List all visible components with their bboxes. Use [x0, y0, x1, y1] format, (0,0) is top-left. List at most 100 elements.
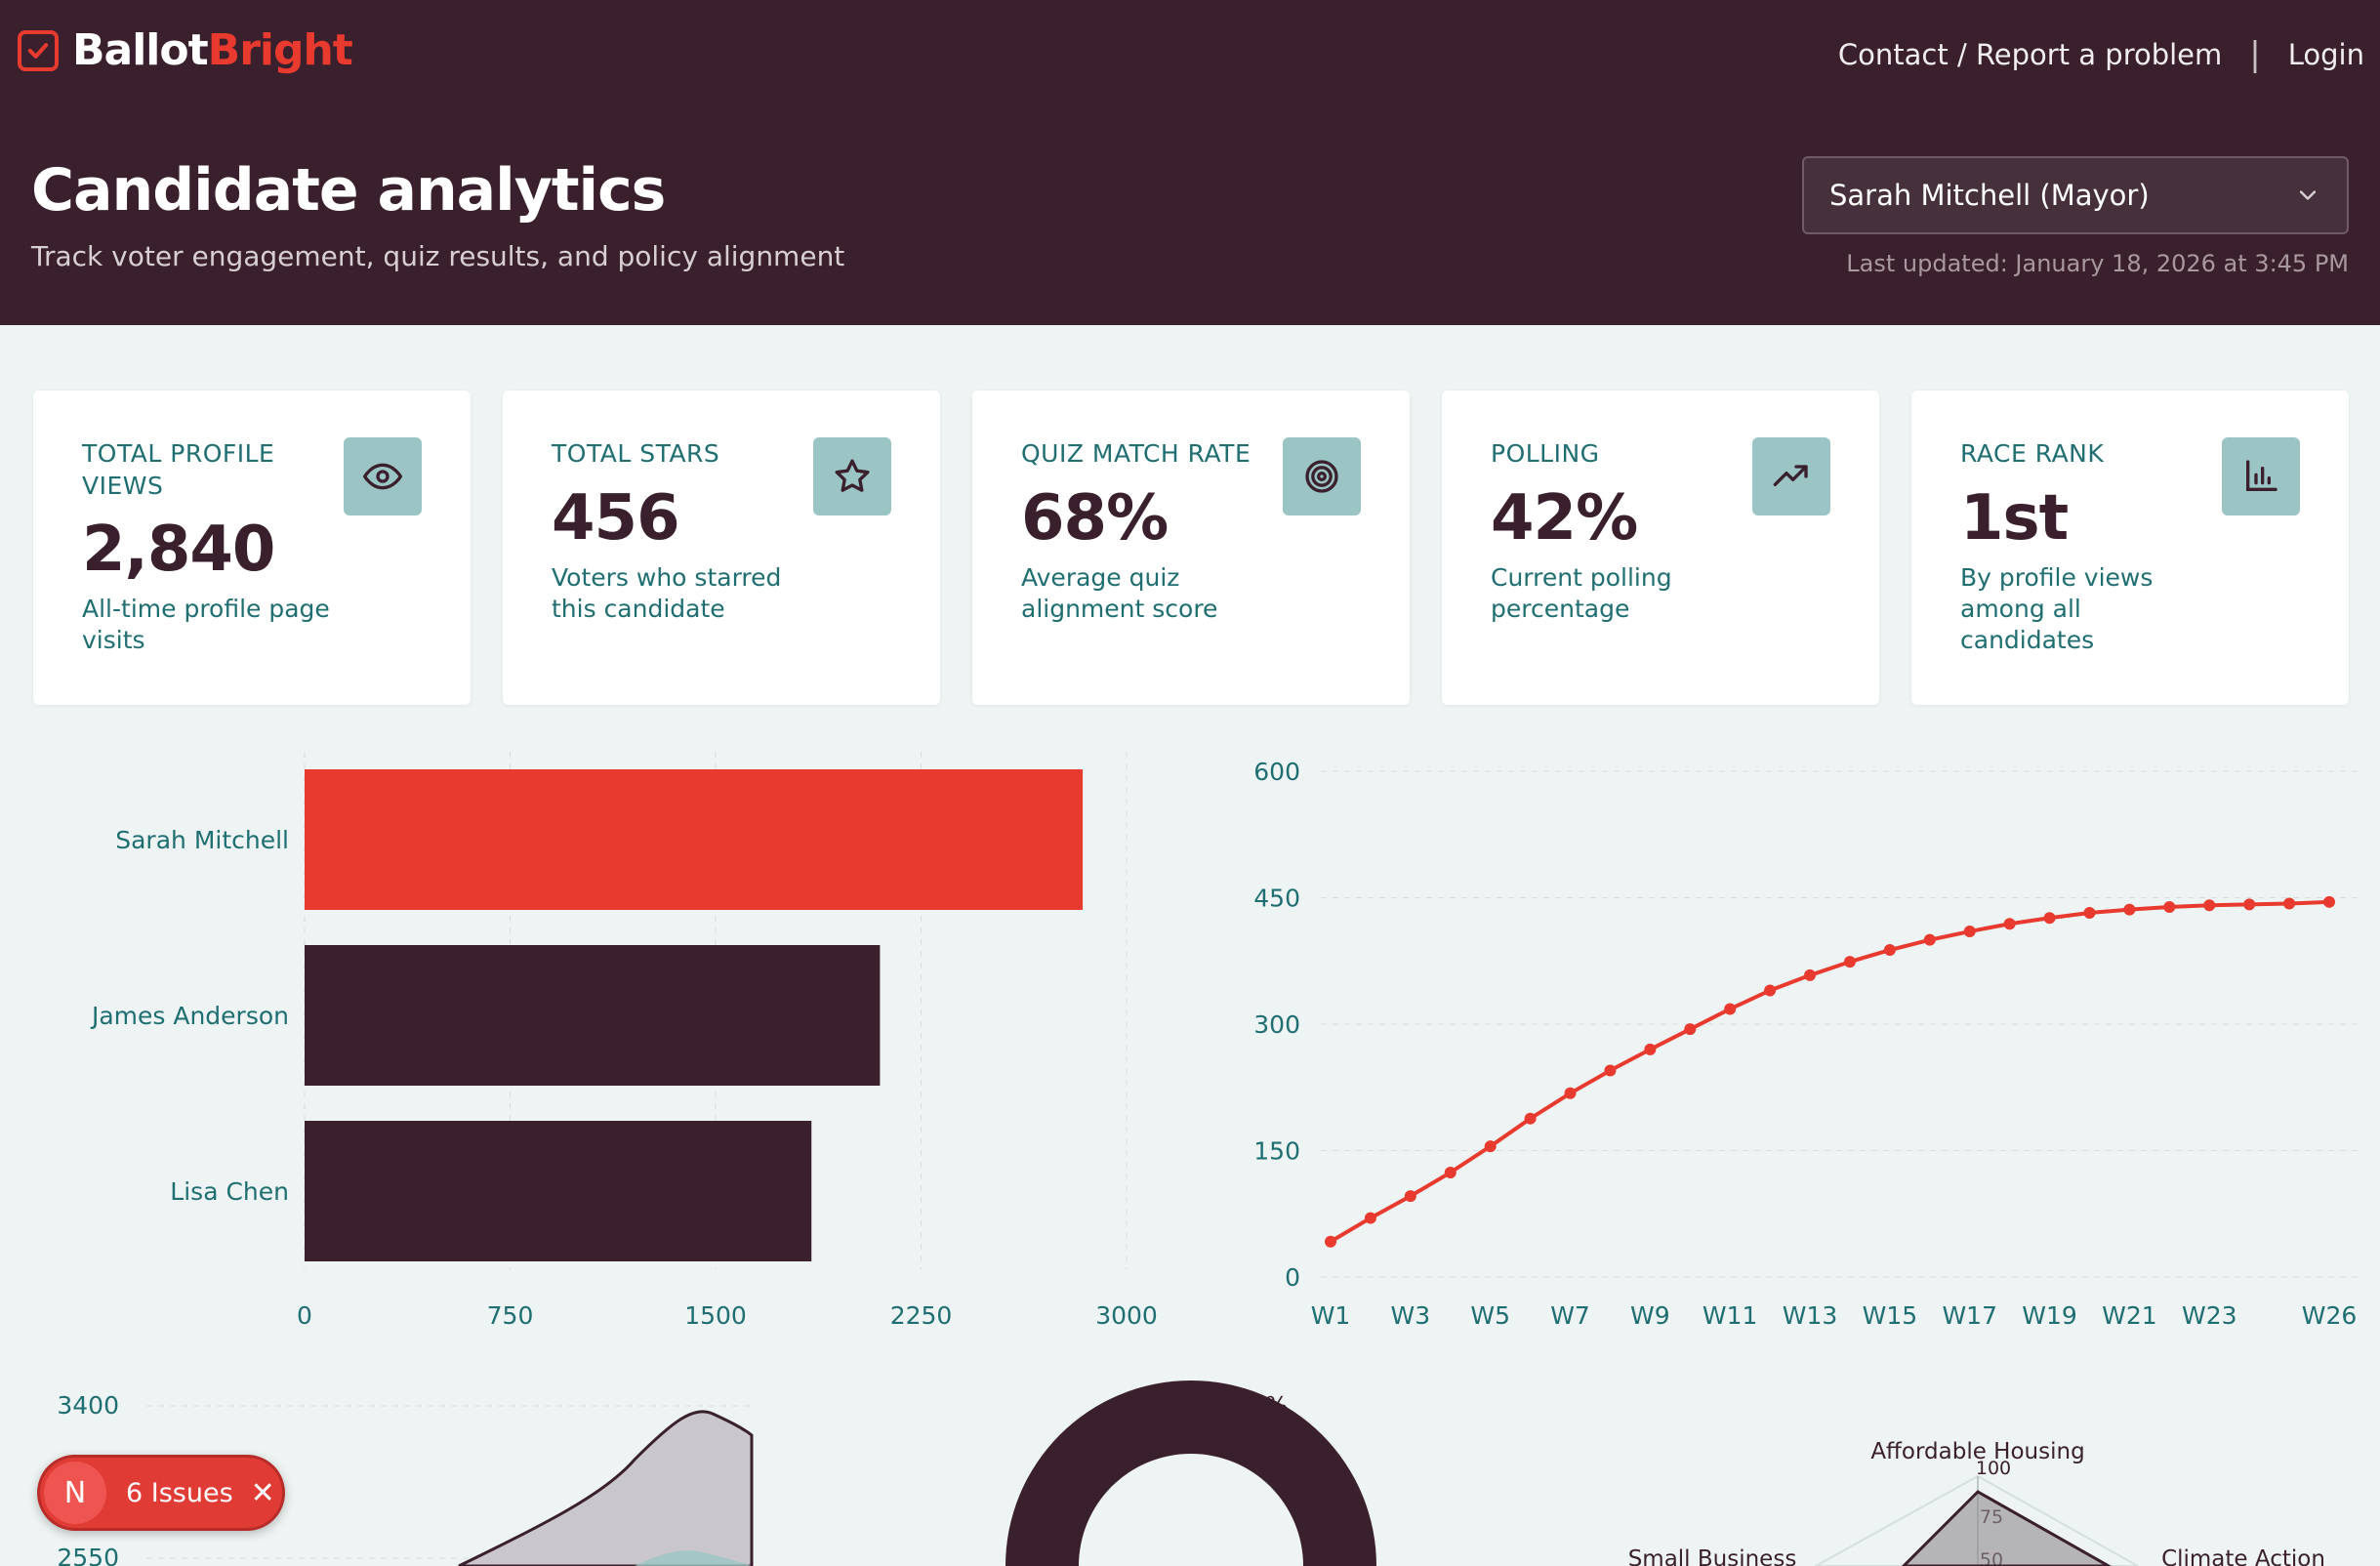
line-xtick-label: W9 — [1630, 1301, 1670, 1330]
engagement-area-chart: 3400 2550 — [57, 1391, 754, 1566]
line-point — [1604, 1064, 1617, 1077]
card-label: TOTAL PROFILE VIEWS — [82, 439, 275, 500]
donut-label: 45% — [1234, 1391, 1289, 1420]
line-xtick-label: W21 — [2102, 1301, 2157, 1330]
line-point — [1684, 1023, 1697, 1036]
bar-xtick-label: 2250 — [890, 1301, 953, 1330]
stat-card-total-stars: TOTAL STARS 456 Voters who starred this … — [503, 391, 940, 705]
candidate-select-value: Sarah Mitchell (Mayor) — [1829, 179, 2150, 212]
login-link[interactable]: Login — [2287, 38, 2364, 71]
card-value: 456 — [552, 482, 680, 555]
bar-xtick-label: 0 — [297, 1301, 312, 1330]
card-label: POLLING — [1491, 439, 1600, 468]
line-point — [1644, 1043, 1657, 1055]
radar-axis-label: Affordable Housing — [1870, 1439, 2084, 1464]
logo[interactable]: BallotBright — [18, 25, 353, 75]
top-header: BallotBright Contact / Report a problem … — [0, 0, 2380, 325]
chevron-down-icon — [2299, 190, 2317, 200]
line-point — [1923, 933, 1936, 946]
line-point — [1484, 1140, 1497, 1153]
candidate-select[interactable]: Sarah Mitchell (Mayor) — [1802, 156, 2349, 234]
line-point — [1843, 956, 1856, 968]
line-xtick-label: W23 — [2182, 1301, 2237, 1330]
card-description: By profile views among all candidates — [1960, 563, 2154, 654]
line-ytick-label: 600 — [1253, 758, 1300, 786]
bar-xtick-label: 1500 — [684, 1301, 747, 1330]
eye-icon — [344, 437, 422, 515]
radar-series — [1901, 1490, 2113, 1566]
bar — [305, 1121, 812, 1261]
line-point — [2243, 898, 2256, 911]
line-point — [1524, 1112, 1537, 1125]
line-point — [1404, 1190, 1416, 1203]
line-point — [1804, 968, 1817, 981]
line-xtick-label: W13 — [1783, 1301, 1838, 1330]
card-value: 1st — [1960, 482, 2069, 555]
line-point — [2083, 907, 2096, 920]
issues-logo-icon: N — [44, 1462, 106, 1524]
target-icon — [1283, 437, 1361, 515]
top-nav: Contact / Report a problem | Login — [1838, 35, 2364, 74]
card-description: Current polling percentage — [1491, 563, 1672, 623]
line-ytick-label: 450 — [1253, 885, 1300, 913]
line-point — [2323, 895, 2335, 908]
issues-count-label: 6 Issues — [126, 1477, 233, 1508]
radar-tick: 100 — [1976, 1458, 2011, 1479]
line-point — [1444, 1166, 1457, 1178]
line-xtick-label: W3 — [1391, 1301, 1431, 1330]
radar-grid — [1813, 1474, 2141, 1566]
bar-category-label: Sarah Mitchell — [115, 826, 289, 854]
brand-name-part2: Bright — [207, 25, 353, 75]
star-icon — [813, 437, 891, 515]
area-ytick: 2550 — [57, 1544, 119, 1566]
line-point — [2283, 897, 2296, 910]
line-xtick-label: W15 — [1863, 1301, 1918, 1330]
line-point — [2123, 903, 2136, 916]
line-xtick-label: W5 — [1470, 1301, 1510, 1330]
card-value: 68% — [1021, 482, 1169, 555]
line-ytick-label: 150 — [1253, 1137, 1300, 1166]
line-point — [1883, 944, 1896, 957]
line-point — [1724, 1003, 1737, 1015]
stat-card-quiz-match: QUIZ MATCH RATE 68% Average quiz alignme… — [972, 391, 1410, 705]
last-updated: Last updated: January 18, 2026 at 3:45 P… — [1846, 250, 2349, 277]
bar — [305, 769, 1084, 910]
bar-xtick-label: 750 — [487, 1301, 534, 1330]
stat-card-profile-views: TOTAL PROFILE VIEWS 2,840 All-time profi… — [33, 391, 471, 705]
profile-views-bar-chart: 0 750 1500 2250 3000 Sarah Mitchell James Ande… — [90, 752, 1158, 1330]
policy-radar-chart: Affordable Housing 100 75 50 Small Busin… — [1628, 1439, 2325, 1566]
nav-separator: | — [2249, 35, 2261, 74]
close-icon[interactable]: ✕ — [250, 1475, 275, 1510]
line-xtick-label: W26 — [2302, 1301, 2358, 1330]
line-point — [1764, 984, 1777, 997]
donut-segment — [1005, 1381, 1376, 1566]
card-label: TOTAL STARS — [552, 439, 720, 468]
card-description: Voters who starred this candidate — [552, 563, 782, 623]
line-ytick-label: 300 — [1253, 1010, 1300, 1039]
checkbox-logo-icon — [18, 29, 59, 71]
trending-up-icon — [1752, 437, 1830, 515]
card-description: All-time profile page visits — [82, 595, 330, 654]
page-subtitle: Track voter engagement, quiz results, an… — [31, 240, 845, 272]
line-point — [2043, 912, 2056, 925]
area-series-2 — [635, 1550, 752, 1566]
line-point — [2203, 899, 2216, 912]
line-point — [1963, 926, 1976, 938]
brand-name: BallotBright — [72, 25, 353, 75]
line-xtick-label: W1 — [1311, 1301, 1351, 1330]
card-description: Average quiz alignment score — [1021, 563, 1218, 623]
line-point — [1564, 1087, 1577, 1099]
issues-badge[interactable]: N 6 Issues ✕ — [37, 1455, 285, 1531]
contact-link[interactable]: Contact / Report a problem — [1837, 38, 2223, 71]
line-ytick-label: 0 — [1285, 1263, 1300, 1292]
brand-name-part1: Ballot — [72, 25, 209, 75]
line-xtick-label: W17 — [1942, 1301, 1997, 1330]
card-value: 2,840 — [82, 514, 275, 586]
line-point — [2003, 918, 2016, 930]
bar — [305, 945, 881, 1086]
bar-chart-icon — [2222, 437, 2300, 515]
line-point — [2163, 900, 2176, 913]
polling-donut-chart: 45% — [1005, 1381, 1376, 1566]
line-series — [1329, 899, 2330, 1244]
bar-xtick-label: 3000 — [1095, 1301, 1158, 1330]
